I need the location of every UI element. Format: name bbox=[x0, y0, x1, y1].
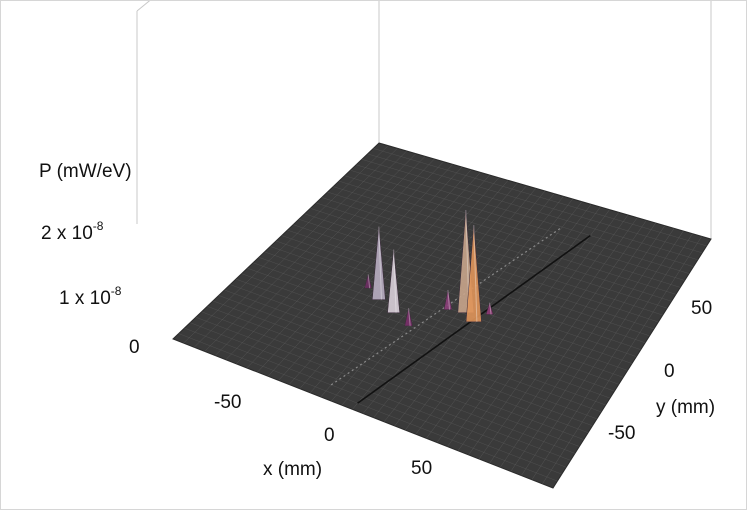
mesh-line-y bbox=[350, 169, 690, 274]
mesh-line-x bbox=[320, 180, 509, 398]
peak-spike bbox=[364, 273, 373, 289]
x-axis-label: x (mm) bbox=[263, 459, 322, 480]
mesh-line-x bbox=[415, 204, 592, 435]
mesh-line-x bbox=[468, 217, 638, 456]
peak-5 bbox=[404, 308, 413, 327]
mesh-line-y bbox=[344, 175, 685, 281]
z-tick-0: 0 bbox=[129, 337, 140, 358]
peak-highlight bbox=[489, 302, 492, 315]
ridge-speckle bbox=[330, 226, 563, 386]
x-tick-50: 50 bbox=[411, 458, 432, 479]
mesh-line-y bbox=[367, 153, 703, 254]
mesh-line-x bbox=[478, 220, 647, 460]
peaks-layer bbox=[364, 209, 494, 327]
mesh-line-x bbox=[310, 177, 500, 393]
mesh-line-x bbox=[457, 214, 629, 451]
z-tick-1e-8: 1 x 10-8 bbox=[59, 284, 122, 309]
peak-highlight bbox=[393, 249, 397, 313]
mesh-line-y bbox=[373, 148, 707, 247]
y-tick-neg50: -50 bbox=[608, 423, 635, 444]
peak-highlight bbox=[408, 308, 411, 326]
peak-3 bbox=[387, 249, 400, 313]
mesh-line-x bbox=[436, 209, 610, 443]
y-axis-label: y (mm) bbox=[656, 397, 715, 418]
mesh-line-x bbox=[225, 156, 426, 360]
mesh-line-x bbox=[531, 233, 693, 480]
z-axis-label: P (mW/eV) bbox=[39, 161, 132, 182]
mesh-line-x bbox=[500, 225, 666, 468]
peak-1 bbox=[465, 225, 482, 323]
peak-spike bbox=[404, 308, 413, 327]
mesh-line-x bbox=[215, 153, 417, 356]
x-tick-neg50: -50 bbox=[214, 392, 241, 413]
peak-spike bbox=[443, 289, 453, 310]
mesh-line-x bbox=[405, 201, 583, 431]
mesh-line-x bbox=[236, 158, 435, 365]
mesh-line-x bbox=[288, 172, 481, 385]
peak-spike bbox=[387, 249, 400, 313]
box-edge-top-left bbox=[136, 1, 151, 12]
mesh-line-x bbox=[246, 161, 444, 369]
peak-highlight bbox=[367, 274, 371, 289]
peak-spike bbox=[372, 226, 386, 300]
z-tick-2e-8: 2 x 10-8 bbox=[41, 219, 104, 244]
y-tick-50: 50 bbox=[691, 298, 712, 319]
y-tick-0: 0 bbox=[664, 361, 675, 382]
mesh-line-x bbox=[426, 206, 601, 439]
peak-2 bbox=[372, 226, 386, 300]
mesh-line-x bbox=[362, 190, 546, 414]
peak-highlight bbox=[473, 225, 478, 322]
mesh-line-x bbox=[183, 145, 389, 344]
mesh-line-x bbox=[267, 166, 463, 377]
mesh-line-x bbox=[331, 182, 518, 402]
mesh-line-x bbox=[204, 150, 407, 352]
mesh-line-x bbox=[447, 212, 619, 447]
mesh-line-x bbox=[341, 185, 527, 406]
peak-7 bbox=[485, 301, 494, 315]
mesh-line-x bbox=[489, 222, 656, 464]
mesh-line-x bbox=[510, 228, 675, 472]
mesh-line-x bbox=[352, 188, 536, 410]
peak-spike bbox=[485, 301, 494, 315]
x-tick-0: 0 bbox=[324, 425, 335, 446]
mesh-line-y bbox=[356, 164, 694, 267]
peak-4 bbox=[443, 289, 453, 310]
mesh-line-x bbox=[257, 164, 453, 373]
peak-highlight bbox=[447, 289, 451, 310]
mesh-line-x bbox=[193, 148, 398, 348]
mesh-line-x bbox=[521, 230, 684, 476]
peak-6 bbox=[364, 273, 373, 289]
mesh-line-x bbox=[542, 236, 702, 484]
mesh-line-y bbox=[361, 159, 698, 260]
peak-highlight bbox=[378, 226, 382, 300]
peak-spike bbox=[465, 225, 482, 323]
